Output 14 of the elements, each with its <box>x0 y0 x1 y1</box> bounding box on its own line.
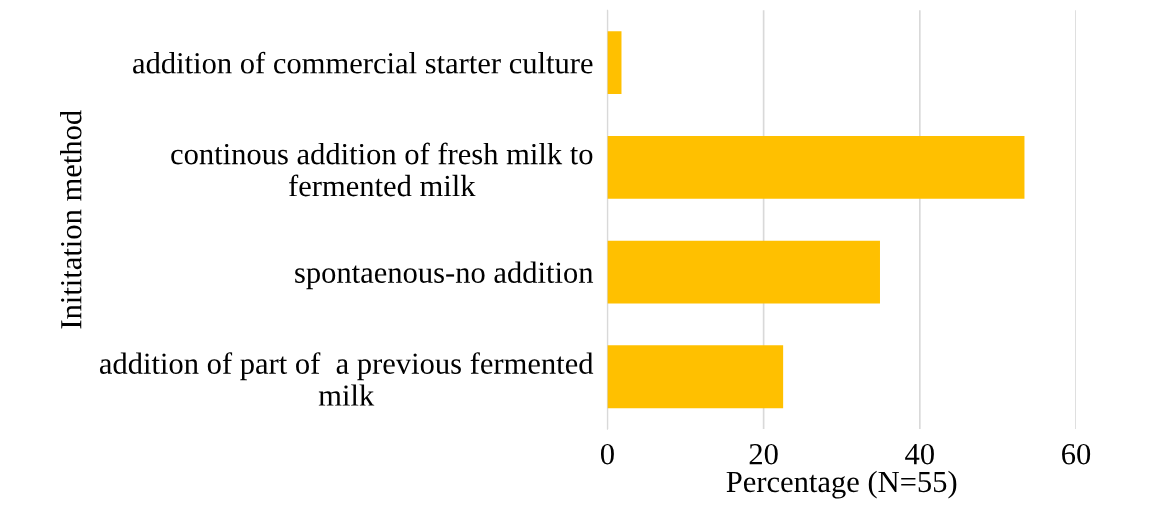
bar <box>607 240 880 304</box>
bar <box>607 31 622 95</box>
x-tick-label: 40 <box>905 443 934 465</box>
x-tick-label: 0 <box>600 443 614 465</box>
x-tick-label: 60 <box>1062 443 1091 465</box>
y-axis-title: Inititation method <box>60 110 82 329</box>
y-tick-label: continous addition of fresh milk to fermented milk <box>171 142 593 197</box>
y-tick-label: spontaenous-no addition <box>295 261 594 290</box>
x-tick-label: 20 <box>749 443 778 465</box>
bar <box>607 345 784 409</box>
bar <box>607 135 1025 199</box>
x-axis-title: Percentage (N=55) <box>726 470 957 499</box>
y-tick-label: addition of part of a previous fermented milk <box>99 352 594 406</box>
y-tick-label: addition of commercial starter culture <box>133 51 593 74</box>
